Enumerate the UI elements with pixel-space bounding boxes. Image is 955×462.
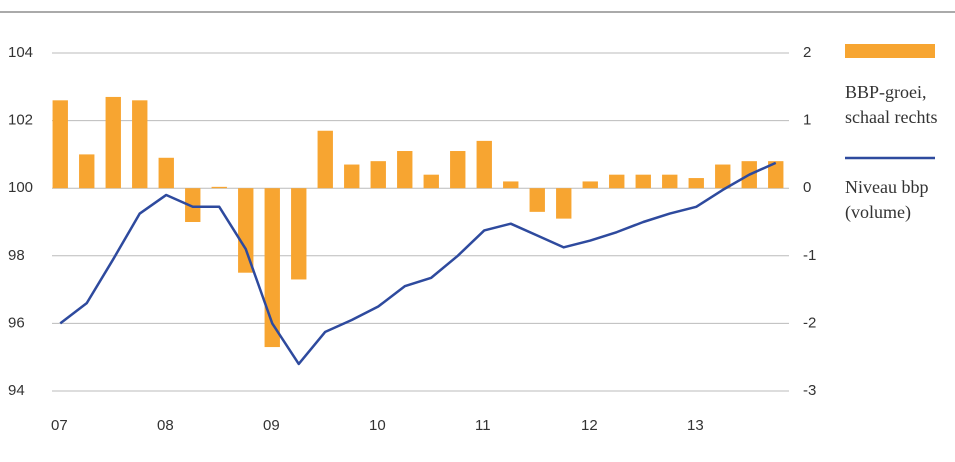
y-tick-label: 100: [8, 179, 33, 196]
bar: [211, 186, 227, 189]
bar: [344, 164, 360, 189]
bar: [609, 174, 625, 189]
legend-label: BBP-groei, schaal rechts: [845, 82, 938, 127]
x-tick-label: 13: [687, 417, 704, 434]
legend-swatch: [845, 44, 935, 58]
x-tick-label: 08: [157, 417, 174, 434]
bar: [556, 188, 572, 219]
bar: [105, 96, 121, 189]
y2-tick-label: 1: [803, 112, 811, 129]
bar: [688, 178, 704, 189]
bar: [397, 151, 413, 189]
y2-tick-label: -2: [803, 314, 816, 331]
marks: [52, 96, 784, 366]
y-tick-label: 94: [8, 382, 25, 399]
bar: [768, 161, 784, 189]
x-tick-label: 11: [475, 417, 491, 434]
bar: [317, 130, 333, 189]
bar: [450, 151, 466, 189]
line: [59, 161, 777, 366]
bar: [582, 181, 598, 189]
bar: [423, 174, 439, 189]
x-tick-label: 07: [51, 417, 68, 434]
bar: [264, 188, 280, 348]
y2-tick-label: -1: [803, 247, 816, 264]
x-tick-label: 10: [369, 417, 386, 434]
bar: [132, 100, 148, 189]
y-tick-label: 98: [8, 247, 25, 264]
legend-label: Niveau bbp (volume): [845, 177, 929, 222]
bar: [291, 188, 307, 280]
x-tick-label: 09: [263, 417, 280, 434]
x-tick-label: 12: [581, 417, 598, 434]
bar: [238, 188, 254, 273]
bar: [370, 161, 386, 189]
y-tick-label: 104: [8, 44, 33, 61]
bar: [158, 157, 174, 189]
bar: [476, 140, 492, 189]
grid: [52, 52, 789, 392]
bar: [715, 164, 731, 189]
bar: [503, 181, 519, 189]
bar: [79, 154, 95, 189]
bar: [635, 174, 651, 189]
bar: [529, 188, 545, 212]
bar: [662, 174, 678, 189]
y-tick-label: 102: [8, 112, 33, 129]
y-tick-label: 96: [8, 314, 25, 331]
y2-tick-label: 2: [803, 44, 811, 61]
bar: [52, 100, 68, 189]
bar: [185, 188, 201, 222]
y2-tick-label: -3: [803, 382, 816, 399]
y2-tick-label: 0: [803, 179, 811, 196]
